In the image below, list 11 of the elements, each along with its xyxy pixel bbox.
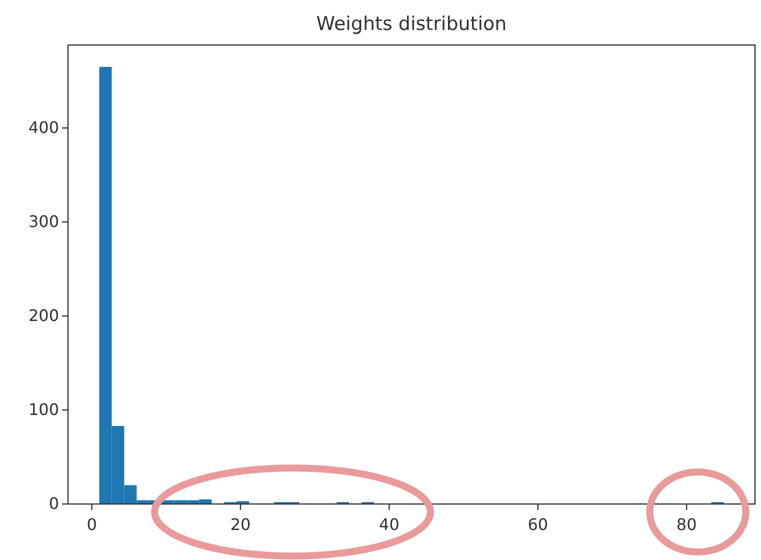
x-tick-label: 80 bbox=[676, 514, 697, 534]
y-tick-label: 0 bbox=[48, 494, 59, 514]
chart-title: Weights distribution bbox=[316, 13, 507, 35]
x-tick-label: 60 bbox=[528, 514, 548, 534]
x-tick-label: 40 bbox=[379, 514, 400, 534]
y-tick-label: 300 bbox=[28, 212, 59, 232]
x-tick-label: 20 bbox=[230, 514, 251, 534]
y-tick-label: 100 bbox=[28, 400, 59, 420]
y-tick-label: 200 bbox=[28, 306, 59, 326]
x-tick-label: 0 bbox=[86, 514, 97, 534]
y-tick-label: 400 bbox=[28, 118, 59, 138]
